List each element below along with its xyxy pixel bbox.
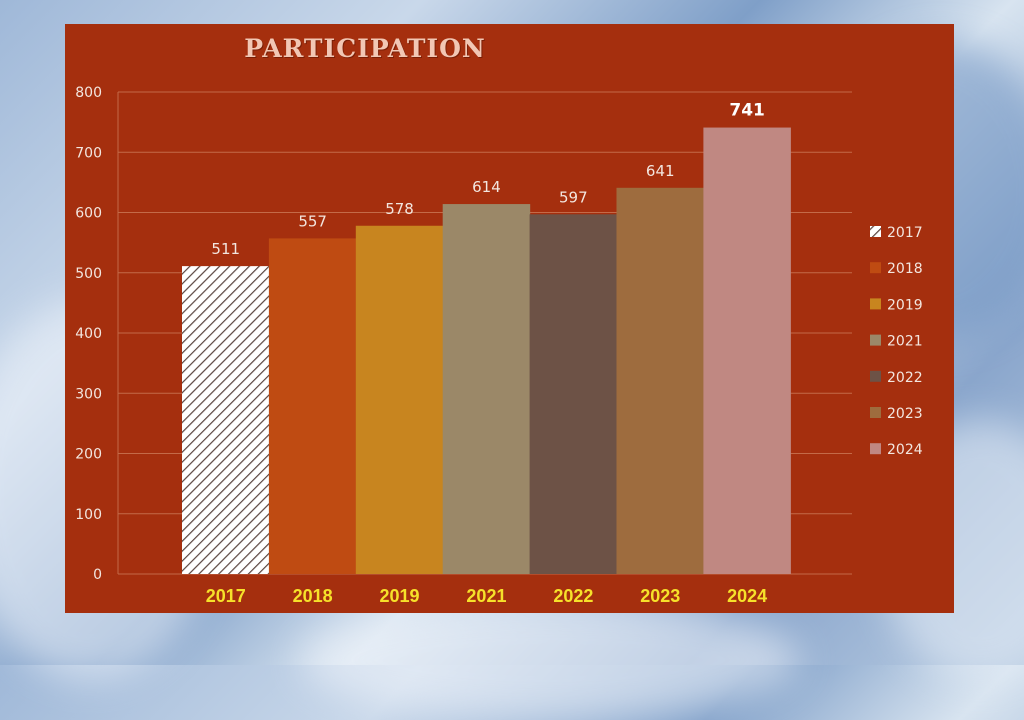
legend-label-2019: 2019 xyxy=(887,297,923,313)
legend-swatch-2022 xyxy=(870,370,881,382)
bar-2023 xyxy=(616,187,704,575)
y-tick-label: 300 xyxy=(75,386,102,402)
data-label-2018: 557 xyxy=(298,212,327,230)
y-tick-label: 200 xyxy=(75,447,102,463)
legend-swatch-2017 xyxy=(870,226,881,237)
x-tick-label-2023: 2023 xyxy=(640,586,680,606)
data-label-2022: 597 xyxy=(559,188,588,206)
legend-label-2018: 2018 xyxy=(887,261,923,277)
bar-2019 xyxy=(355,225,444,574)
x-tick-label-2018: 2018 xyxy=(293,586,333,606)
data-label-2021: 614 xyxy=(472,178,501,196)
data-label-2024: 741 xyxy=(729,101,765,121)
y-tick-label: 100 xyxy=(75,507,102,523)
bar-2018 xyxy=(268,238,357,574)
bar-2024 xyxy=(703,127,791,575)
legend-swatch-2021 xyxy=(870,334,881,346)
data-label-2023: 641 xyxy=(646,162,675,180)
y-tick-label: 0 xyxy=(93,567,102,583)
y-tick-label: 800 xyxy=(75,85,102,101)
y-tick-label: 700 xyxy=(75,145,102,161)
x-tick-label-2022: 2022 xyxy=(553,586,593,606)
legend-label-2024: 2024 xyxy=(887,442,923,458)
bar-chart: 0 100 200 300 400 500 600 700 800 511 2017 557 2018… xyxy=(75,85,923,606)
x-tick-label-2017: 2017 xyxy=(206,586,246,606)
x-tick-label-2021: 2021 xyxy=(466,586,506,606)
y-tick-label: 400 xyxy=(75,326,102,342)
y-tick-label: 500 xyxy=(75,266,102,282)
legend-label-2023: 2023 xyxy=(887,406,923,422)
data-label-2017: 511 xyxy=(211,240,240,258)
legend-swatch-2023 xyxy=(870,407,881,418)
bar-2021 xyxy=(442,204,531,574)
chart-panel: PARTICIPATION 0 100 200 300 400 500 600 700 800 … xyxy=(65,24,954,613)
data-label-2019: 578 xyxy=(385,200,414,218)
legend-label-2017: 2017 xyxy=(887,225,923,241)
x-tick-label-2024: 2024 xyxy=(727,586,767,606)
legend-swatch-2024 xyxy=(870,443,881,455)
x-tick-label-2019: 2019 xyxy=(380,586,420,606)
legend-label-2022: 2022 xyxy=(887,370,923,386)
legend-swatch-2019 xyxy=(870,298,881,310)
chart-title: PARTICIPATION xyxy=(244,34,486,63)
y-tick-label: 600 xyxy=(75,206,102,222)
bar-2017 xyxy=(182,266,270,574)
bar-2022 xyxy=(529,214,618,574)
legend-swatch-2018 xyxy=(870,262,881,274)
legend-label-2021: 2021 xyxy=(887,334,923,350)
